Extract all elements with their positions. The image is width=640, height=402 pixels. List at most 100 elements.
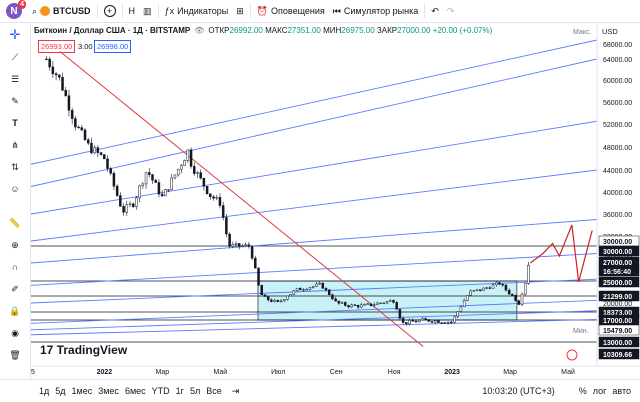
redo-icon: ↷ — [446, 5, 455, 16]
trend-line-8 — [31, 310, 597, 331]
price-marker-bg — [598, 348, 640, 360]
candle-body — [350, 304, 353, 308]
candle-body — [286, 295, 289, 300]
candle-body — [167, 189, 170, 191]
compare-add-button[interactable]: + — [100, 0, 120, 22]
candle-body — [103, 154, 106, 160]
range-6[interactable]: 1г — [175, 386, 184, 396]
hide-tool[interactable]: ◉ — [5, 325, 25, 341]
interval-selector[interactable]: Н — [128, 6, 136, 16]
candle-body — [408, 319, 411, 325]
price-marker-bg — [598, 265, 640, 277]
candle-body — [440, 322, 443, 324]
crosshair-icon: ✛ — [9, 27, 21, 42]
range-0[interactable]: 1д — [39, 386, 50, 396]
price-tick: 20000.00 — [603, 301, 632, 308]
candle-body — [363, 304, 366, 306]
candle-body — [58, 74, 61, 78]
range-8[interactable]: Все — [206, 386, 222, 396]
alerts-button[interactable]: ⏰ Оповещения — [256, 5, 325, 17]
undo-button[interactable]: ↶ — [427, 0, 443, 22]
eye-icon[interactable]: 👁 — [194, 26, 205, 35]
percent-toggle[interactable]: % — [578, 386, 587, 396]
range-2[interactable]: 1мес — [71, 386, 93, 396]
magnet-tool[interactable]: ∩ — [5, 259, 25, 275]
chart-type-button[interactable]: ▥ — [139, 0, 156, 22]
candle-body — [495, 282, 498, 285]
symbol-search[interactable]: ⌕ BTCUSD — [28, 0, 95, 22]
trend-line-1 — [31, 58, 597, 187]
range-4[interactable]: 6мес — [124, 386, 146, 396]
lock-tool[interactable]: 🔒 — [5, 303, 25, 319]
log-toggle[interactable]: лог — [592, 386, 607, 396]
range-1[interactable]: 5д — [55, 386, 66, 396]
trend-line-5 — [31, 253, 597, 286]
candle-body — [405, 322, 408, 325]
lock-draw-tool[interactable]: ✐ — [5, 281, 25, 297]
candle-body — [138, 185, 141, 198]
spread-label: 3.00 — [78, 42, 93, 51]
ruler-tool[interactable]: 📏 — [5, 215, 25, 231]
magnet-icon: ∩ — [11, 262, 19, 272]
candle-body — [472, 290, 476, 292]
candle-body — [176, 168, 180, 176]
candle-body — [321, 282, 325, 289]
candle-body — [164, 189, 167, 197]
range-7[interactable]: 5л — [189, 386, 201, 396]
candle-body — [527, 264, 530, 284]
notification-badge: 4 — [18, 0, 26, 9]
clock-label[interactable]: 10:03:20 (UTC+3) — [482, 386, 555, 396]
text-tool[interactable]: T — [5, 115, 25, 131]
candle-body — [279, 300, 283, 302]
candle-body — [376, 302, 379, 305]
pattern-tool[interactable]: ⋔ — [5, 137, 25, 153]
indicators-button[interactable]: ƒx Индикаторы — [164, 6, 229, 16]
us-flag-icon — [566, 349, 578, 361]
candle-body — [507, 289, 511, 295]
time-tick: Мар — [503, 369, 517, 376]
candle-body — [244, 244, 247, 246]
zoom-tool[interactable]: ⊕ — [5, 237, 25, 253]
candle-body — [417, 319, 421, 323]
user-avatar[interactable]: N 4 — [6, 0, 26, 19]
eye-icon: ◉ — [11, 327, 19, 338]
price-marker-bg — [598, 290, 640, 302]
fib-icon: ☰ — [10, 73, 20, 84]
candle-body — [51, 66, 55, 75]
calendar-icon[interactable]: ⇥ — [231, 385, 240, 396]
brush-tool[interactable]: ✎ — [5, 93, 25, 109]
candle-body — [109, 168, 112, 174]
auto-toggle[interactable]: авто — [612, 386, 631, 396]
candle-body — [128, 203, 132, 206]
fib-tool[interactable]: ☰ — [5, 71, 25, 87]
candles-group — [45, 56, 530, 326]
buy-price-box[interactable]: 26996.00 — [94, 40, 132, 53]
shapes-tool[interactable]: ☺ — [5, 181, 25, 197]
prediction-tool[interactable]: ⇅ — [5, 159, 25, 175]
drawing-toolbar: ✛ ⟋ ☰ ✎ T ⋔ ⇅ ☺ 📏 ⊕ ∩ ✐ 🔒 ◉ 🗑 — [0, 23, 31, 379]
candle-body — [305, 289, 308, 291]
trendline-tool[interactable]: ⟋ — [5, 49, 25, 65]
pattern-icon: ⋔ — [11, 139, 19, 150]
crosshair-tool[interactable]: ✛ — [5, 27, 25, 43]
plot-area — [31, 39, 597, 347]
range-3[interactable]: 3мес — [98, 386, 119, 396]
sell-price-box[interactable]: 26993.00 — [38, 40, 76, 53]
bottom-bar: 1д 5д 1мес 3мес 6мес YTD 1г 5л Все ⇥ 10:03:20 (U… — [0, 379, 640, 402]
candle-body — [151, 174, 154, 181]
delete-tool[interactable]: 🗑 — [5, 347, 25, 363]
candle-body — [106, 158, 109, 169]
bitcoin-icon — [40, 6, 51, 16]
candle-body — [501, 283, 504, 286]
candle-body — [331, 294, 334, 300]
templates-button[interactable]: ⊞ — [232, 0, 248, 22]
candle-body — [141, 183, 145, 187]
price-marker-bg — [598, 276, 640, 288]
indicators-icon: ƒx — [164, 6, 175, 16]
range-5[interactable]: YTD — [151, 386, 170, 396]
redo-button[interactable]: ↷ — [443, 0, 459, 22]
replay-button[interactable]: ⏮ Симулятор рынка — [332, 5, 419, 17]
candle-body — [273, 299, 276, 302]
candle-body — [173, 174, 177, 179]
